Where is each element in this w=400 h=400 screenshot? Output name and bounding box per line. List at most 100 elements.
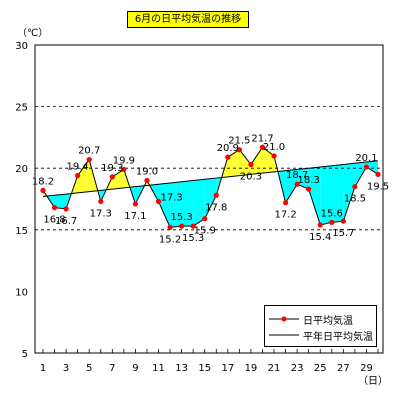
data-label: 15.9 [194,226,216,237]
data-point [144,177,150,184]
data-label: 20.9 [217,143,239,154]
data-label: 17.2 [274,210,296,221]
data-point [282,200,289,206]
x-tick-label: 7 [109,363,115,374]
legend-daily-swatch-icon [269,316,299,322]
data-label: 18.2 [32,176,54,187]
data-point [236,147,242,153]
legend-normal-label: 平年日平均気温 [303,331,373,343]
data-label: 21.5 [228,136,250,147]
difference-fill-segment [227,149,240,177]
data-point [190,223,196,229]
data-point [155,198,162,205]
data-label: 18.5 [344,194,366,205]
data-point [271,153,277,159]
data-point [98,198,104,205]
series-line-normal [42,160,379,198]
data-point [132,201,139,207]
data-label: 15.2 [159,234,181,245]
data-point [317,222,323,228]
y-unit-label: （℃） [17,27,48,39]
data-label: 19.4 [67,162,89,173]
data-point [121,166,127,173]
plot-area-border [34,44,384,354]
x-tick-label: 1 [40,363,46,374]
data-labels: 18.2 16.816.7 19.4 20.7 17.3 19.319.9 17.1 19.0… [32,133,389,245]
y-axis-ticks: 5 10 15 20 25 30 [15,41,28,360]
data-point [248,161,254,168]
difference-fill-segment [354,162,367,187]
legend-item-normal: 平年日平均気温 [269,328,373,343]
difference-fill-segment [250,147,263,175]
data-label: 20.7 [78,146,100,157]
series-layer [40,144,381,230]
legend-item-daily: 日平均気温 [269,312,353,327]
x-axis-ticks: 1 3 5 7 9 11 13 15 17 19 21 23 25 27 29 [40,349,379,374]
difference-fill-segment [54,194,67,209]
difference-fill-segment [320,165,332,225]
data-label: 16.8 [43,215,65,226]
data-point [375,171,381,177]
data-point [294,181,300,187]
data-point [75,172,81,179]
y-tick-label: 5 [22,349,28,360]
x-tick-label: 11 [152,363,165,374]
data-point [63,206,69,212]
data-label: 21.7 [251,133,273,144]
gridlines [35,106,383,231]
data-label: 17.3 [90,208,112,219]
data-point [51,205,58,211]
difference-fill-segment [158,182,171,228]
data-label: 20.3 [240,172,262,183]
data-label: 17.1 [124,211,146,222]
x-tick-label: 17 [221,363,234,374]
data-label: 19.0 [136,167,158,178]
data-point [167,224,173,230]
difference-fill-segment [239,149,251,176]
y-tick-label: 20 [15,164,28,175]
x-tick-label: 29 [360,363,373,374]
data-point [86,156,92,163]
y-tick-label: 25 [15,103,28,114]
legend-daily-label: 日平均気温 [303,315,353,327]
data-label: 19.5 [367,181,389,192]
data-label: 15.3 [182,233,204,244]
x-tick-label: 25 [314,363,327,374]
data-point [202,216,208,222]
difference-fill-segment [181,180,194,227]
difference-fill-segment [308,166,321,225]
y-tick-label: 10 [15,287,28,298]
x-tick-label: 19 [245,363,258,374]
difference-fill-segment [331,164,344,223]
y-tick-label: 15 [15,226,28,237]
difference-fill-segment [204,178,217,219]
data-label: 19.3 [101,163,123,174]
data-point [352,184,358,190]
data-label: 18.3 [298,175,320,186]
data-point [109,174,115,180]
chart-title: 6月の日平均気温の推移 [127,11,249,28]
x-tick-label: 23 [291,363,304,374]
legend-normal-swatch-icon [269,334,299,336]
difference-fill-segment [193,179,205,227]
data-point [225,154,231,160]
difference-fill-segment [343,163,355,222]
x-unit-label: （日） [358,375,388,387]
data-label: 21.0 [263,142,285,153]
data-label: 18.7 [286,170,308,181]
data-label: 17.8 [205,202,227,213]
data-label: 20.1 [355,153,377,164]
data-label: 19.9 [113,155,135,166]
data-point [40,187,46,193]
data-label: 15.6 [321,208,343,219]
y-tick-label: 30 [15,41,28,52]
data-point [213,192,219,198]
data-point [179,223,185,229]
x-tick-label: 21 [268,363,281,374]
difference-fill-segment [297,168,309,190]
x-tick-label: 13 [175,363,188,374]
data-point [340,218,346,224]
difference-fill-segment [366,160,378,175]
x-tick-label: 27 [337,363,350,374]
